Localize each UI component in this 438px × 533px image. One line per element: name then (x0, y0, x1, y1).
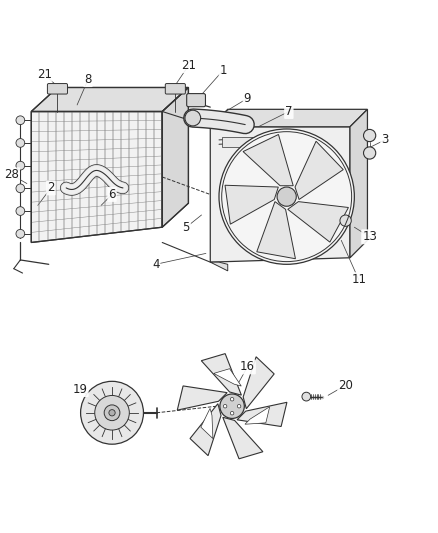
Polygon shape (243, 134, 293, 185)
Polygon shape (350, 109, 367, 258)
Circle shape (16, 184, 25, 193)
Polygon shape (245, 407, 270, 424)
Polygon shape (190, 403, 221, 456)
Text: 20: 20 (338, 379, 353, 392)
Polygon shape (237, 402, 287, 426)
Circle shape (340, 215, 351, 227)
FancyBboxPatch shape (165, 84, 185, 94)
Text: 21: 21 (37, 68, 52, 81)
Polygon shape (177, 386, 227, 410)
Circle shape (104, 405, 120, 421)
Polygon shape (214, 369, 241, 386)
Polygon shape (201, 408, 213, 439)
Circle shape (302, 392, 311, 401)
Circle shape (16, 207, 25, 215)
Polygon shape (31, 87, 188, 111)
Circle shape (185, 110, 201, 126)
Circle shape (95, 395, 129, 430)
Polygon shape (210, 262, 228, 271)
Circle shape (364, 130, 376, 142)
Polygon shape (257, 201, 296, 259)
Text: 8: 8 (85, 73, 92, 86)
Text: 5: 5 (183, 221, 190, 233)
Circle shape (364, 147, 376, 159)
Text: 6: 6 (108, 188, 116, 201)
Circle shape (16, 139, 25, 147)
Circle shape (277, 187, 296, 206)
Circle shape (16, 116, 25, 125)
Circle shape (220, 394, 244, 418)
Polygon shape (225, 185, 278, 224)
Polygon shape (210, 109, 367, 127)
Text: 13: 13 (362, 230, 377, 243)
Polygon shape (162, 87, 188, 227)
Circle shape (16, 161, 25, 170)
Text: 7: 7 (285, 105, 293, 118)
Polygon shape (210, 127, 350, 262)
Text: 28: 28 (4, 168, 19, 181)
Circle shape (219, 129, 354, 264)
Circle shape (230, 411, 234, 415)
FancyBboxPatch shape (223, 137, 277, 147)
FancyBboxPatch shape (187, 94, 205, 107)
Polygon shape (288, 201, 349, 242)
Polygon shape (243, 357, 274, 409)
Text: 1: 1 (219, 63, 227, 77)
Polygon shape (201, 353, 241, 395)
Polygon shape (31, 111, 162, 243)
Text: 19: 19 (73, 383, 88, 396)
FancyBboxPatch shape (47, 84, 67, 94)
Circle shape (109, 410, 115, 416)
Text: 16: 16 (240, 360, 255, 374)
Circle shape (223, 405, 227, 408)
Text: 3: 3 (381, 133, 389, 147)
Text: 2: 2 (47, 181, 55, 195)
Text: 21: 21 (181, 59, 196, 72)
Polygon shape (295, 141, 343, 199)
Polygon shape (223, 417, 263, 459)
Text: 4: 4 (152, 258, 159, 271)
Circle shape (237, 405, 241, 408)
Text: 11: 11 (351, 273, 366, 286)
Circle shape (230, 398, 234, 401)
Text: 9: 9 (244, 92, 251, 105)
Circle shape (16, 229, 25, 238)
Circle shape (81, 381, 144, 444)
